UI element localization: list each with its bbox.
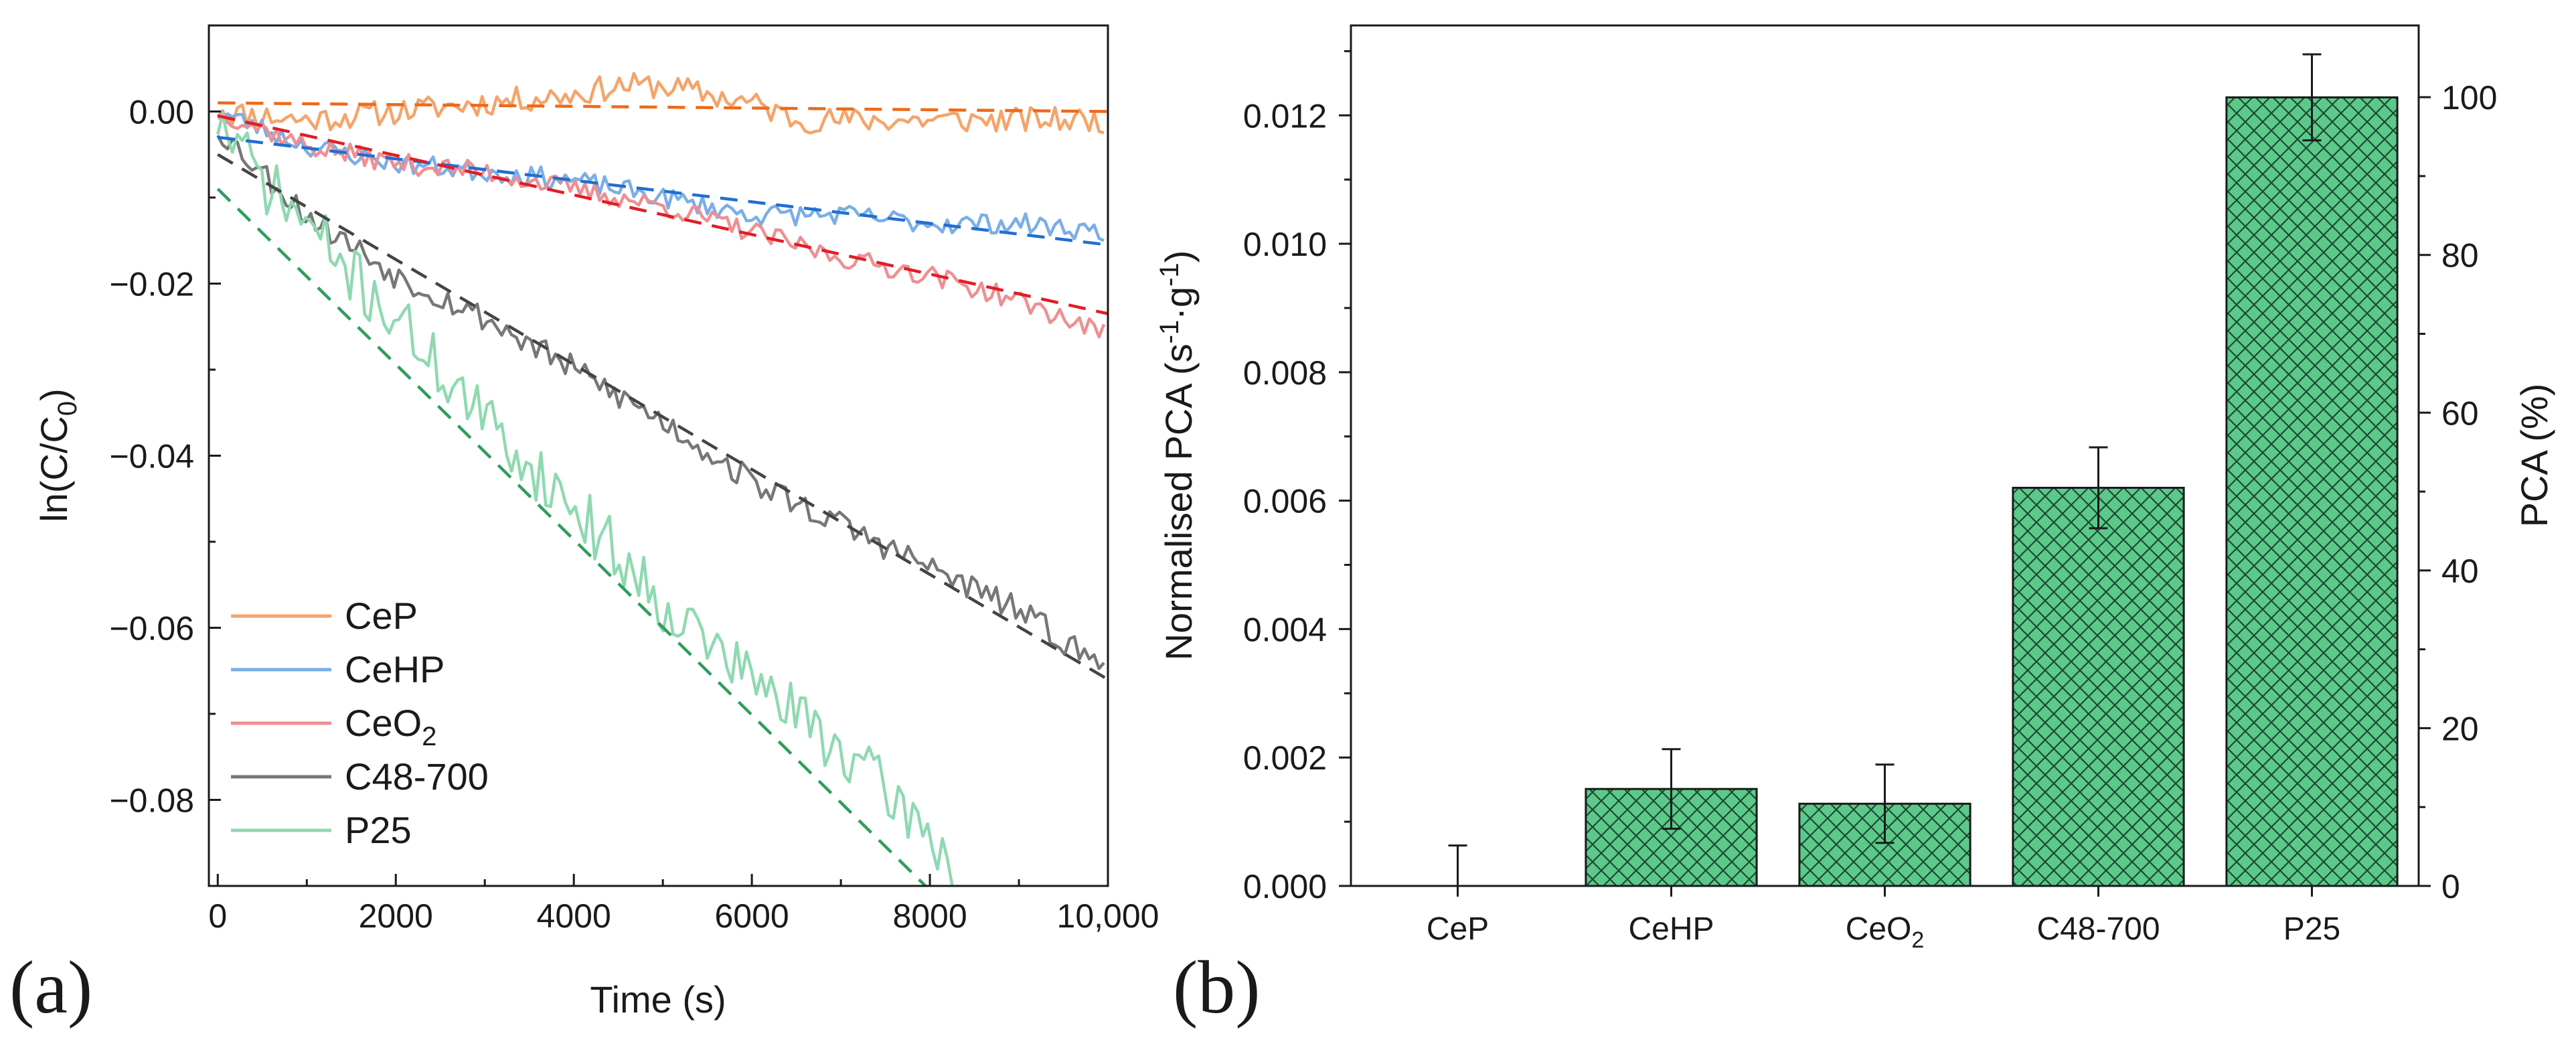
fit-line-p25: [216, 187, 927, 886]
series-line-cep: [218, 72, 1105, 135]
panel-a-x-tick-label: 4000: [537, 897, 611, 935]
panel-b-left-y-tick-label: 0.008: [1243, 354, 1327, 392]
error-bar-cep: [1448, 844, 1467, 886]
category-label-p25: P25: [2283, 911, 2340, 947]
panel-a-fit-lines: [216, 101, 1108, 886]
legend-label-cehp: CeHP: [345, 648, 445, 690]
fit-line-cep: [218, 101, 1108, 113]
category-label-cep: CeP: [1427, 911, 1489, 947]
panel-a-x-tick-label: 6000: [715, 897, 789, 935]
panel-b-right-y-axis-label: PCA (%): [2513, 384, 2555, 528]
panel-a-ticks: 0 2000 4000 6000 8000 10,000 0.00 −0.02 −0.04 −0.…: [109, 94, 1159, 935]
series-line-c48-700: [216, 135, 1105, 670]
panel-b-bars: [1585, 96, 2399, 887]
panel-a-series: [216, 72, 1106, 886]
legend-label-ceo2: CeO2: [345, 702, 436, 751]
panel-b-ticks: 0.000 0.002 0.004 0.006 0.008 0.010 0.012 0 20 40…: [1243, 50, 2497, 905]
error-bar-p25: [2302, 53, 2322, 142]
bar-c48-700: [2012, 486, 2185, 887]
panel-b-right-y-tick-label: 80: [2441, 237, 2479, 275]
panel-a-label: (a): [9, 946, 92, 1029]
error-bar-ceo2: [1875, 763, 1895, 844]
panel-b-category-labels: CeP CeHP CeO2 C48-700 P25: [1427, 886, 2340, 953]
panel-b-right-y-tick-label: 100: [2441, 79, 2497, 117]
panel-a-y-tick-label: −0.04: [109, 438, 194, 475]
panel-b-label: (b): [1173, 946, 1261, 1029]
panel-a-line-chart: 0 2000 4000 6000 8000 10,000 0.00 −0.02 −0.04 −0.…: [9, 24, 1159, 1029]
category-label-c48-700: C48-700: [2036, 911, 2160, 947]
series-line-ceo2: [216, 108, 1106, 339]
panel-a-x-tick-label: 2000: [359, 897, 433, 935]
series-line-cehp: [218, 112, 1105, 242]
panel-b-right-y-tick-label: 60: [2441, 394, 2479, 432]
panel-a-x-tick-label: 8000: [892, 897, 967, 935]
panel-a-x-tick-label: 0: [208, 897, 227, 935]
legend-label-c48-700: C48-700: [345, 755, 489, 798]
panel-b-left-y-tick-label: 0.004: [1243, 611, 1327, 648]
fit-line-cehp: [218, 135, 1108, 246]
panel-b-left-y-axis-label: Normalised PCA (s-1·g-1): [1155, 250, 1200, 661]
panel-a-y-tick-label: 0.00: [129, 94, 194, 131]
panel-b-left-y-tick-label: 0.000: [1243, 868, 1327, 905]
panel-a-y-axis-label: ln(C/C0): [33, 388, 82, 522]
panel-b-right-y-tick-label: 20: [2441, 710, 2479, 747]
panel-a-y-tick-label: −0.08: [109, 782, 194, 820]
error-bar-cehp: [1662, 748, 1681, 830]
legend-label-cep: CeP: [345, 595, 418, 637]
panel-a-y-tick-label: −0.02: [109, 266, 194, 303]
panel-b-left-y-tick-label: 0.010: [1243, 226, 1327, 263]
category-label-ceo2: CeO2: [1846, 911, 1925, 953]
series-line-p25: [216, 112, 954, 886]
panel-b-left-y-tick-label: 0.006: [1243, 483, 1327, 520]
panel-a-y-tick-label: −0.06: [109, 610, 194, 648]
panel-b-left-y-tick-label: 0.002: [1243, 739, 1327, 777]
fit-line-c48-700: [217, 153, 1108, 681]
panel-b-right-y-tick-label: 40: [2441, 552, 2479, 590]
panel-b-bar-chart: 0.000 0.002 0.004 0.006 0.008 0.010 0.012 0 20 40…: [1155, 24, 2555, 1029]
error-bar-c48-700: [2089, 446, 2108, 530]
panel-a-x-axis-label: Time (s): [590, 978, 726, 1021]
category-label-cehp: CeHP: [1628, 911, 1714, 947]
panel-b-right-y-tick-label: 0: [2441, 868, 2460, 905]
fit-line-ceo2: [217, 114, 1108, 315]
panel-b-error-bars: [1448, 53, 2322, 886]
panel-b-left-y-tick-label: 0.012: [1243, 97, 1327, 135]
bar-p25: [2225, 96, 2399, 887]
panel-a-x-tick-label: 10,000: [1057, 897, 1159, 935]
legend-label-p25: P25: [345, 809, 412, 851]
